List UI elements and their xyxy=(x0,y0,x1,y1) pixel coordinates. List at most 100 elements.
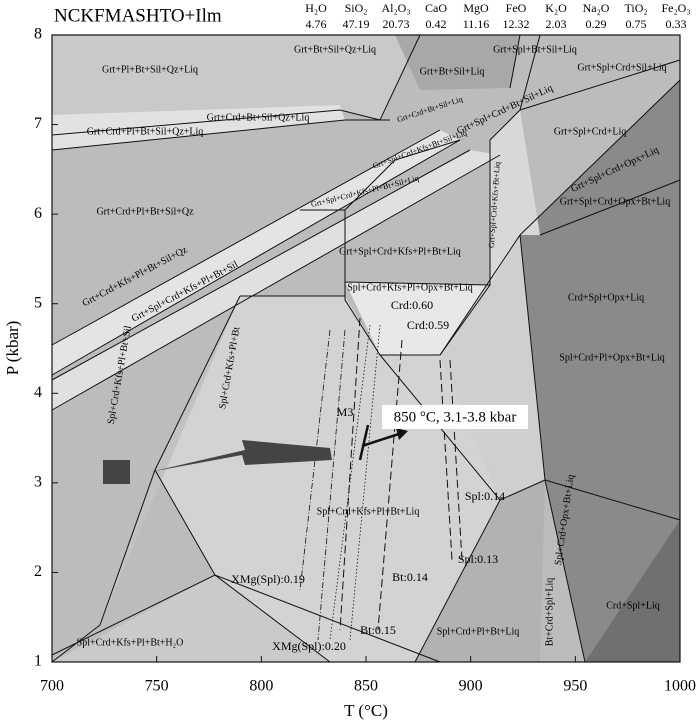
field-label: Grt+Spl+Crd+Kfs+Pl+Bt+Liq xyxy=(339,246,461,257)
field-shape xyxy=(155,296,500,662)
field-label: Grt+Bt+Sil+Qz+Liq xyxy=(294,44,376,55)
oxide-value: 12.32 xyxy=(503,17,530,31)
isopleth xyxy=(329,324,381,641)
field-label: Grt+Crd+Pl+Bt+Sil+Qz+Liq xyxy=(87,126,204,137)
isopleth xyxy=(339,317,403,631)
oxide-name: TiO₂ xyxy=(624,1,647,15)
y-tick-label: 7 xyxy=(34,115,42,132)
field-label: Grt+Bt+Sil+Liq xyxy=(420,66,485,77)
oxide-value: 20.73 xyxy=(383,17,410,31)
oxide-value: 2.03 xyxy=(546,17,567,31)
oxide-name: FeO xyxy=(506,1,527,15)
boundary xyxy=(379,354,501,663)
oxide-name: K₂O xyxy=(545,1,567,15)
annotation: XMg(Spl):0.19 xyxy=(231,572,305,586)
x-tick-label: 900 xyxy=(459,678,483,695)
field-label: Grt+Spl+Crd+Liq xyxy=(554,126,626,137)
oxide-value: 47.19 xyxy=(343,17,370,31)
annotation: Spl:0.13 xyxy=(458,552,498,566)
field-label: Crd+Spl+Opx+Liq xyxy=(568,292,644,303)
arrow xyxy=(358,424,370,461)
oxide-name: MgO xyxy=(463,1,489,15)
boundary xyxy=(51,574,441,663)
field-label: Grt+Pl+Bt+Sil+Qz+Liq xyxy=(102,64,198,75)
x-tick-label: 850 xyxy=(354,678,378,695)
y-tick-label: 8 xyxy=(34,26,42,43)
field-shape xyxy=(585,520,680,662)
field-label: Spl+Crd+Kfs+Pl+Bt+Liq xyxy=(317,506,420,517)
arrows xyxy=(103,424,408,484)
boundary xyxy=(344,210,491,356)
field-label: Grt+Spl+Crd+Opx+Bt+Liq xyxy=(560,196,670,207)
annotation: Crd:0.60 xyxy=(391,298,433,312)
x-tick-label: 750 xyxy=(145,678,169,695)
field-shape xyxy=(395,35,520,90)
chart-title: NCKFMASHTO+Ilm xyxy=(54,5,222,26)
field-label: Grt+Spl+Bt+Sil+Liq xyxy=(493,44,577,55)
y-tick-label: 3 xyxy=(34,474,42,491)
oxide-value: 0.75 xyxy=(626,17,647,31)
field-label: Grt+Crd+Pl+Bt+Sil+Qz xyxy=(96,206,194,217)
fields xyxy=(52,35,680,662)
field-label: Spl+Crd+Pl+Opx+Bt+Liq xyxy=(559,352,664,363)
isopleth xyxy=(299,329,346,641)
y-tick-label: 6 xyxy=(34,205,42,222)
field-shape xyxy=(490,110,540,285)
annotation-box xyxy=(382,405,528,429)
isopleths xyxy=(299,317,463,641)
x-axis-label: T (°C) xyxy=(344,701,388,720)
field-shape xyxy=(52,130,460,375)
field-shape xyxy=(52,575,330,662)
field-shape xyxy=(345,282,490,355)
y-axis-label: P (kbar) xyxy=(3,321,22,376)
x-tick-label: 700 xyxy=(40,678,64,695)
x-tick-label: 800 xyxy=(249,678,273,695)
field-label: Crd+Spl+Liq xyxy=(606,600,660,611)
annotation: Spl:0.14 xyxy=(465,489,505,503)
annotation: Bt:0.14 xyxy=(392,570,428,584)
annotation: 850 °C, 3.1-3.8 kbar xyxy=(394,409,517,425)
x-tick-label: 1000 xyxy=(664,678,696,695)
y-tick-label: 4 xyxy=(34,384,42,401)
big-arrow xyxy=(150,440,332,472)
oxide-name: SiO₂ xyxy=(345,1,368,15)
annotations: Crd:0.60 Crd:0.59 M3 850 °C, 3.1-3.8 kba… xyxy=(231,298,528,653)
boundary xyxy=(439,79,681,663)
field-label: Grt+Crd+Bt+Sil+Qz+Liq xyxy=(207,112,310,123)
boundary xyxy=(300,139,461,211)
field-shape xyxy=(520,80,680,662)
oxide-name: Al₂O₃ xyxy=(381,1,410,15)
field-shape xyxy=(100,296,240,625)
oxide-value: 4.76 xyxy=(306,17,327,31)
oxide-name: Fe₂O₃ xyxy=(661,1,690,15)
field-label: Spl+Crd+Kfs+Pl+Bt+H₂O xyxy=(77,637,184,648)
boundary xyxy=(51,34,421,136)
boundary xyxy=(51,119,390,151)
y-tick-label: 2 xyxy=(34,563,42,580)
oxide-name: Na₂O xyxy=(583,1,610,15)
annotation: XMg(Spl):0.20 xyxy=(272,639,346,653)
marker-square xyxy=(103,460,130,484)
field-shape xyxy=(440,235,545,500)
annotation: Bt:0.15 xyxy=(360,623,396,637)
y-tick-label: 1 xyxy=(34,653,42,670)
field-label: Grt+Spl+Crd+Sil+Liq xyxy=(577,62,666,73)
field-label: Spl+Crd+Kfs+Pl+Opx+Bt+Liq xyxy=(347,282,473,293)
y-tick-label: 5 xyxy=(34,294,42,311)
boundary xyxy=(489,34,681,285)
field-label: Bt+Crd+Spl+Liq xyxy=(544,578,555,647)
oxide-name: H₂O xyxy=(305,1,327,15)
annotation: M3 xyxy=(337,405,354,419)
field-label: Spl+Crd+Pl+Bt+Liq xyxy=(437,626,520,637)
annotation: Crd:0.59 xyxy=(407,318,449,332)
x-tick-label: 950 xyxy=(563,678,587,695)
arrow-head xyxy=(396,428,408,440)
boundary xyxy=(51,129,501,411)
boundaries xyxy=(51,34,681,663)
oxide-name: CaO xyxy=(425,1,447,15)
oxide-value: 0.42 xyxy=(426,17,447,31)
isopleth xyxy=(439,359,463,561)
field-shape xyxy=(415,480,545,662)
oxide-value: 0.33 xyxy=(666,17,687,31)
